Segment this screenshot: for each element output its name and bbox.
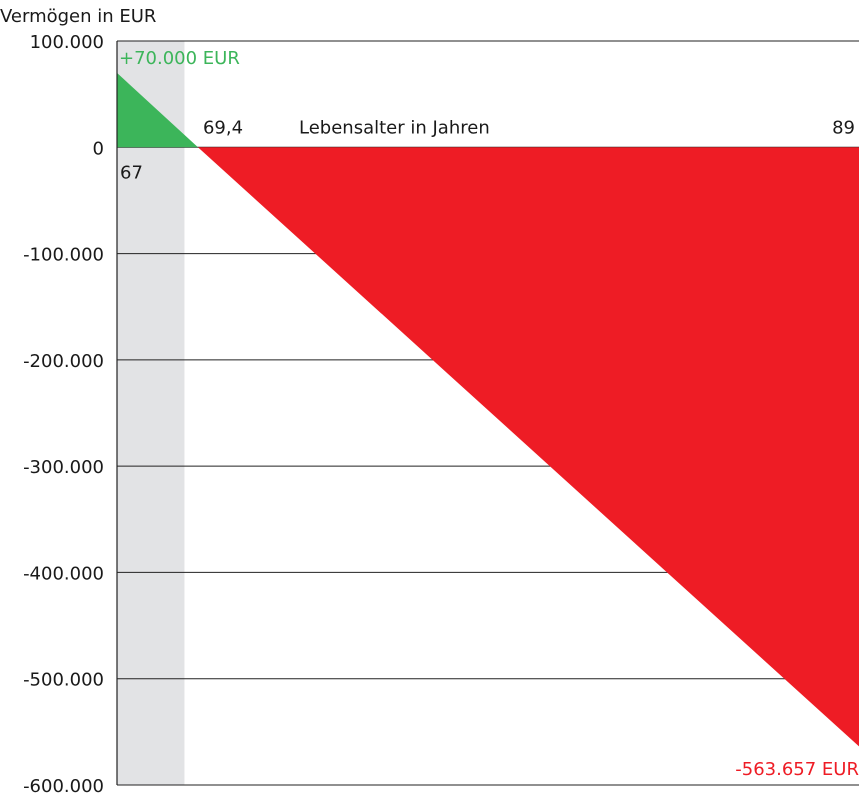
y-tick-label: -200.000 <box>23 351 104 372</box>
y-axis-label: Vermögen in EUR <box>0 6 156 27</box>
y-tick-label: -400.000 <box>23 563 104 584</box>
start-value-label: +70.000 EUR <box>119 48 240 69</box>
negative-area <box>197 147 860 747</box>
end-value-label: -563.657 EUR <box>735 759 859 780</box>
y-tick-label: -500.000 <box>23 670 104 691</box>
x-axis-label: Lebensalter in Jahren <box>299 117 490 138</box>
positive-area <box>117 72 198 148</box>
y-tick-label: 0 <box>93 138 104 159</box>
start-age-label: 67 <box>120 162 143 183</box>
y-tick-label: -300.000 <box>23 457 104 478</box>
y-tick-label: -600.000 <box>23 776 104 797</box>
zero-age-label: 69,4 <box>203 117 243 138</box>
end-age-label: 89 <box>832 117 855 138</box>
y-tick-label: -100.000 <box>23 245 104 266</box>
y-tick-label: 100.000 <box>30 32 104 53</box>
y-tick-labels: 100.000 0 -100.000 -200.000 -300.000 -400.000… <box>23 32 104 797</box>
shaded-band <box>117 41 185 785</box>
